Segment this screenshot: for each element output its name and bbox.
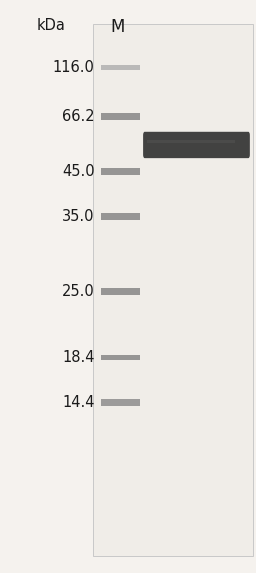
- Text: 45.0: 45.0: [62, 164, 95, 179]
- FancyBboxPatch shape: [143, 132, 250, 158]
- Bar: [101, 288, 140, 295]
- Bar: [147, 139, 235, 143]
- Bar: [101, 399, 140, 406]
- Text: 18.4: 18.4: [62, 350, 95, 365]
- Text: 116.0: 116.0: [53, 60, 95, 75]
- Bar: [101, 168, 140, 175]
- Bar: [101, 355, 140, 360]
- Text: kDa: kDa: [37, 18, 66, 33]
- Text: 14.4: 14.4: [62, 395, 95, 410]
- Bar: [101, 65, 140, 70]
- Text: 35.0: 35.0: [62, 209, 95, 224]
- Text: 66.2: 66.2: [62, 109, 95, 124]
- Bar: [101, 213, 140, 220]
- Text: 25.0: 25.0: [62, 284, 95, 299]
- Bar: [101, 113, 140, 120]
- Text: M: M: [111, 18, 125, 36]
- Bar: [93, 24, 253, 556]
